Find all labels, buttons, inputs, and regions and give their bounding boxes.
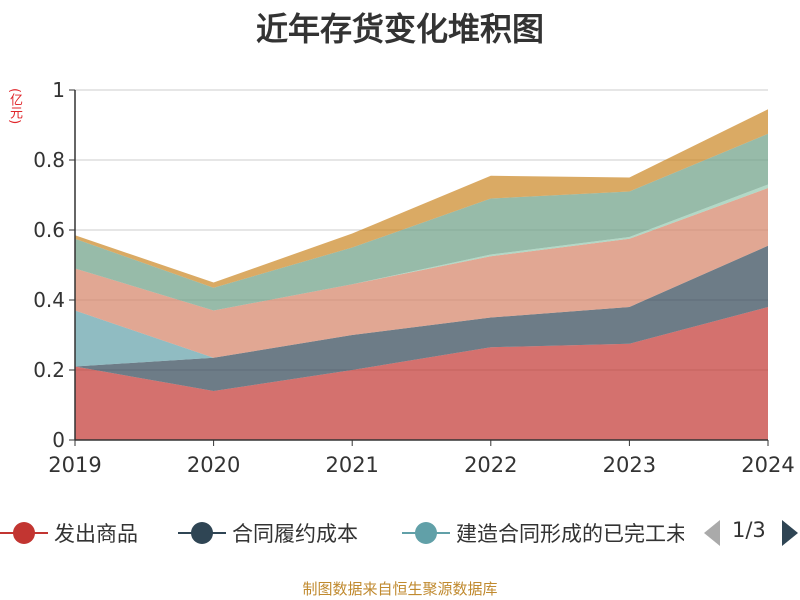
- legend-page-count: 1/3: [732, 518, 766, 542]
- legend-prev-arrow-icon[interactable]: [704, 520, 720, 546]
- axes: 0 0.2 0.4 0.6 0.8 1 2019 2020 2021 2022 2023 2024: [33, 78, 795, 477]
- legend-marker-1: [178, 515, 226, 551]
- area-series-3: [75, 188, 768, 358]
- legend-next-arrow-icon[interactable]: [782, 520, 798, 546]
- x-tick-label-2: 2021: [325, 453, 378, 477]
- x-tick-label-3: 2022: [464, 453, 517, 477]
- y-tick-label-5: 1: [52, 78, 65, 102]
- area-series-1: [75, 245, 768, 391]
- y-tick-label-2: 0.4: [33, 288, 65, 312]
- legend-marker-2: [402, 515, 450, 551]
- chart-title: 近年存货变化堆积图: [255, 10, 544, 48]
- area-series-5: [75, 133, 768, 311]
- x-tick-label-5: 2024: [741, 453, 794, 477]
- legend-item-0[interactable]: 发出商品: [0, 515, 170, 551]
- x-tick-label-4: 2023: [603, 453, 656, 477]
- y-tick-label-4: 0.8: [33, 148, 65, 172]
- data-source-note: 制图数据来自恒生聚源数据库: [302, 580, 498, 598]
- legend: 发出商品 合同履约成本 建造合同形成的已完工未结算资产: [0, 515, 800, 551]
- x-tick-label-1: 2020: [187, 453, 240, 477]
- area-series-0: [75, 307, 768, 440]
- area-series: [75, 109, 768, 440]
- y-tick-label-1: 0.2: [33, 358, 65, 382]
- legend-marker-0: [0, 515, 48, 551]
- x-tick-label-0: 2019: [48, 453, 101, 477]
- y-tick-label-3: 0.6: [33, 218, 65, 242]
- legend-item-1[interactable]: 合同履约成本: [178, 515, 396, 551]
- y-axis-unit: (亿元): [7, 88, 22, 125]
- legend-pager: 1/3: [700, 515, 800, 551]
- legend-label-0: 发出商品: [54, 522, 138, 546]
- legend-label-1: 合同履约成本: [232, 522, 358, 546]
- legend-item-2[interactable]: 建造合同形成的已完工未结算资产: [402, 515, 684, 551]
- area-series-2: [75, 245, 768, 367]
- legend-label-2: 建造合同形成的已完工未结算资产: [456, 522, 684, 546]
- y-tick-label-0: 0: [52, 428, 65, 452]
